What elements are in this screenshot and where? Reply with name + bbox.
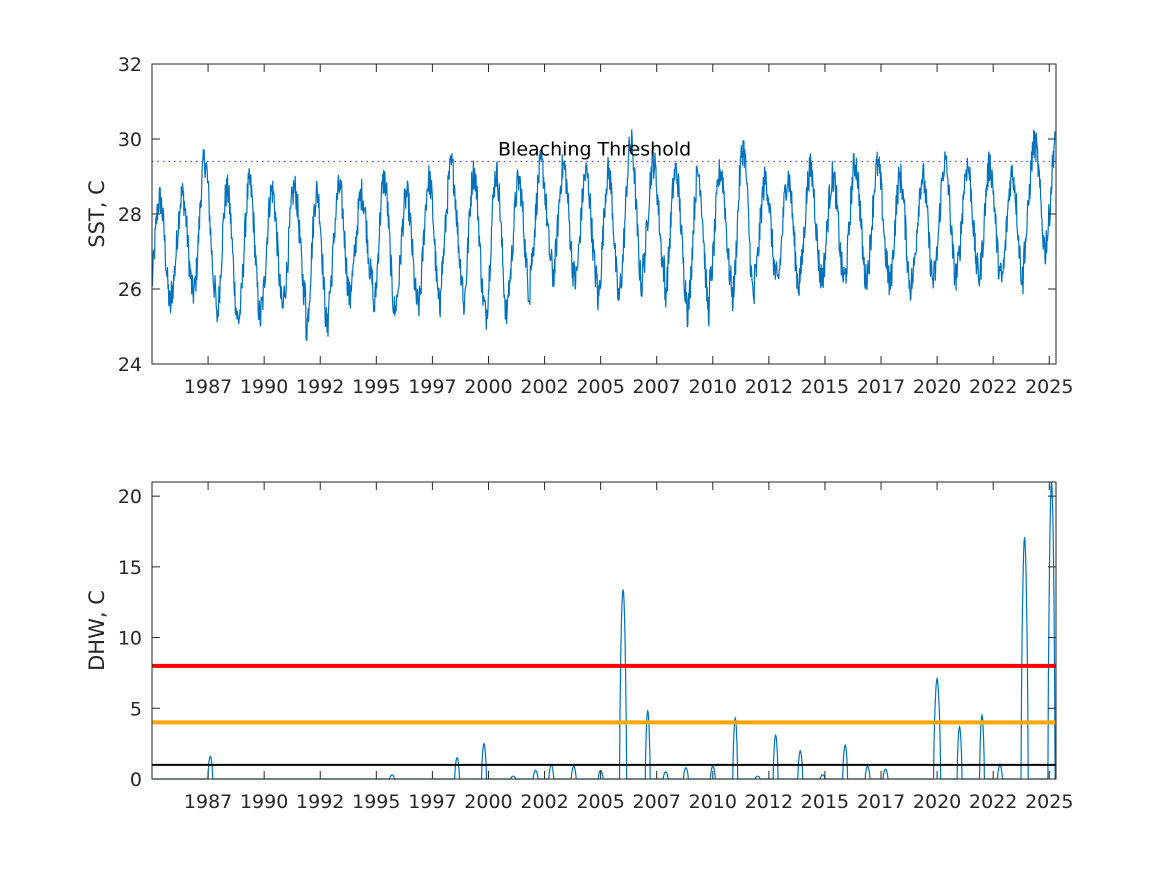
sst-x-tick-label: 2020: [913, 376, 961, 398]
dhw-x-tick-label: 1990: [240, 791, 288, 813]
dhw-x-ticks: 1987 1990 1992 1995 1997 2000 2002 2005 2007 2010…: [184, 482, 1073, 813]
dhw-x-tick-label: 2012: [745, 791, 793, 813]
sst-series-line: [151, 129, 1056, 341]
sst-x-tick-label: 1987: [184, 376, 232, 398]
sst-y-tick-label: 28: [118, 204, 142, 226]
dhw-x-tick-label: 2015: [801, 791, 849, 813]
dhw-x-tick-label: 1992: [296, 791, 344, 813]
sst-x-tick-label: 1990: [240, 376, 288, 398]
sst-x-tick-label: 2022: [969, 376, 1017, 398]
dhw-x-tick-label: 2005: [576, 791, 624, 813]
sst-y-tick-label: 32: [118, 54, 142, 76]
dhw-chart: 0 5 10 15 20 1987 1990 1992 1995 1997 2000 2002 200…: [85, 481, 1073, 813]
sst-y-tick-label: 24: [118, 354, 142, 376]
bleaching-threshold-label: Bleaching Threshold: [498, 139, 691, 161]
sst-x-tick-label: 1992: [296, 376, 344, 398]
dhw-axes-box: [151, 481, 1057, 780]
dhw-x-tick-label: 1995: [352, 791, 400, 813]
dhw-x-tick-label: 2017: [857, 791, 905, 813]
dhw-x-tick-label: 2020: [913, 791, 961, 813]
sst-x-tick-label: 2005: [576, 376, 624, 398]
sst-y-tick-label: 30: [118, 129, 142, 151]
dhw-reference-lines: [152, 663, 1056, 766]
sst-series-group: [151, 129, 1056, 341]
sst-y-tick-label: 26: [118, 279, 142, 301]
sst-x-tick-label: 2010: [689, 376, 737, 398]
dhw-y-ticks: 0 5 10 15 20: [118, 486, 1056, 791]
sst-x-tick-label: 1995: [352, 376, 400, 398]
dhw-y-tick-label: 0: [130, 769, 142, 791]
dhw-y-tick-label: 15: [118, 557, 142, 579]
sst-x-tick-label: 2025: [1025, 376, 1073, 398]
dhw-x-tick-label: 2000: [464, 791, 512, 813]
dhw-x-tick-label: 2022: [969, 791, 1017, 813]
dhw-x-tick-label: 2007: [633, 791, 681, 813]
sst-x-ticks: 1987 1990 1992 1995 1997 2000 2002 2005 2007 2010…: [184, 64, 1073, 398]
sst-x-tick-label: 2015: [801, 376, 849, 398]
sst-x-tick-label: 2000: [464, 376, 512, 398]
dhw-y-axis-label: DHW, C: [85, 590, 109, 671]
sst-x-tick-label: 2017: [857, 376, 905, 398]
sst-y-ticks: 24 26 28 30 32: [118, 54, 1056, 376]
dhw-x-tick-label: 2002: [520, 791, 568, 813]
dhw-y-tick-label: 20: [118, 486, 142, 508]
sst-x-tick-label: 1997: [408, 376, 456, 398]
dhw-x-tick-label: 1987: [184, 791, 232, 813]
sst-x-tick-label: 2012: [745, 376, 793, 398]
dhw-x-tick-label: 2010: [689, 791, 737, 813]
dhw-y-tick-label: 5: [130, 698, 142, 720]
sst-x-tick-label: 2007: [633, 376, 681, 398]
sst-y-axis-label: SST, C: [85, 180, 109, 248]
dhw-y-tick-label: 10: [118, 628, 142, 650]
sst-x-tick-label: 2002: [520, 376, 568, 398]
dhw-x-tick-label: 2025: [1025, 791, 1073, 813]
dhw-x-tick-label: 1997: [408, 791, 456, 813]
